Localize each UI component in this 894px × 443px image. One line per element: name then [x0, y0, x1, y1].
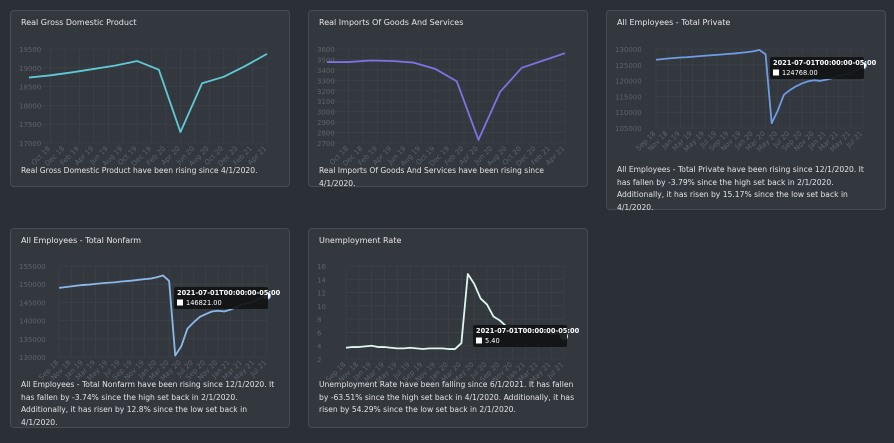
- y-tick-label: 110000: [615, 109, 642, 117]
- card-title: Unemployment Rate: [319, 236, 402, 245]
- y-tick-label: 10: [317, 303, 326, 311]
- card-description: All Employees - Total Nonfarm have been …: [21, 380, 275, 427]
- y-tick-label: 3000: [317, 109, 335, 117]
- y-tick-label: 3300: [317, 77, 335, 85]
- card-description: All Employees - Total Private have been …: [617, 165, 864, 212]
- card-description: Real Imports Of Goods And Services have …: [319, 166, 544, 188]
- y-tick-label: 3500: [317, 56, 335, 64]
- chart-card: Real Imports Of Goods And Services 2700 2…: [308, 10, 588, 188]
- y-tick-label: 19000: [19, 65, 41, 73]
- tooltip-title: 2021-07-01T00:00:00-05:00: [177, 289, 281, 297]
- y-tick-label: 14: [317, 276, 326, 284]
- data-line: [655, 49, 864, 125]
- y-tick-label: 155000: [19, 263, 46, 271]
- tooltip: 2021-07-01T00:00:00-05:00 146821.00: [174, 287, 281, 309]
- y-tick-label: 145000: [19, 299, 46, 307]
- card-title: Real Gross Domestic Product: [21, 18, 137, 27]
- y-tick-label: 140000: [19, 318, 46, 326]
- tooltip-value: 5.40: [485, 337, 500, 345]
- chart-card: All Employees - Total Nonfarm 130000 1350…: [10, 228, 290, 428]
- card-description: Real Gross Domestic Product have been ri…: [21, 166, 258, 175]
- y-tick-label: 120000: [615, 78, 642, 86]
- tooltip-box: [473, 325, 567, 347]
- chart-card: All Employees - Total Private 105000 1100…: [606, 10, 886, 212]
- y-tick-label: 105000: [615, 125, 642, 133]
- chart-card: Real Gross Domestic Product 17000 17500 18…: [10, 10, 290, 187]
- y-tick-label: 3100: [317, 98, 335, 106]
- y-tick-label: 18500: [19, 84, 41, 92]
- chart: 130000135000140000145000150000155000Sep …: [19, 263, 281, 383]
- y-tick-label: 130000: [615, 46, 642, 54]
- data-line: [327, 52, 566, 141]
- tooltip-value: 146821.00: [186, 299, 222, 307]
- chart: 105000110000115000120000125000130000Sep …: [615, 46, 877, 154]
- y-tick-label: 135000: [19, 336, 46, 344]
- y-tick-label: 2700: [317, 140, 335, 148]
- card-description: Unemployment Rate have been falling sinc…: [319, 380, 575, 414]
- y-tick-label: 18000: [19, 102, 41, 110]
- y-tick-label: 17500: [19, 121, 41, 129]
- y-tick-label: 2900: [317, 119, 335, 127]
- tooltip-title: 2021-07-01T00:00:00-05:00: [476, 327, 580, 335]
- card-title: All Employees - Total Nonfarm: [21, 236, 142, 245]
- tooltip-box: [770, 57, 864, 79]
- y-tick-label: 19500: [19, 46, 41, 54]
- y-tick-label: 3400: [317, 67, 335, 75]
- tooltip-swatch: [476, 337, 482, 344]
- y-tick-label: 17000: [19, 140, 41, 148]
- data-line: [28, 53, 268, 133]
- tooltip-swatch: [177, 299, 183, 306]
- y-tick-label: 6: [317, 329, 322, 337]
- y-tick-label: 8: [317, 316, 321, 324]
- y-tick-label: 3600: [317, 46, 335, 54]
- tooltip-box: [174, 287, 268, 309]
- y-tick-label: 125000: [615, 62, 642, 70]
- y-tick-label: 12: [317, 290, 326, 298]
- y-tick-label: 115000: [615, 93, 642, 101]
- tooltip: 2021-07-01T00:00:00-05:00 5.40: [473, 325, 580, 347]
- y-tick-label: 150000: [19, 281, 46, 289]
- y-tick-label: 2800: [317, 130, 335, 138]
- y-tick-label: 3200: [317, 88, 335, 96]
- tooltip-swatch: [773, 69, 779, 76]
- y-tick-label: 130000: [19, 354, 46, 362]
- chart-card: Unemployment Rate 2 4 6 8 10 12 14 16 Sep 18 Nov …: [308, 228, 588, 428]
- chart: 2700 2800 2900 3000 3100 3200 3300 3400 3500 3600…: [317, 46, 566, 166]
- tooltip-title: 2021-07-01T00:00:00-05:00: [773, 59, 877, 67]
- y-tick-label: 4: [317, 343, 322, 351]
- y-tick-label: 2: [317, 356, 321, 364]
- card-title: Real Imports Of Goods And Services: [319, 18, 464, 27]
- tooltip: 2021-07-01T00:00:00-05:00 124768.00: [770, 57, 877, 79]
- tooltip-value: 124768.00: [782, 69, 818, 77]
- card-title: All Employees - Total Private: [617, 18, 731, 27]
- y-tick-label: 16: [317, 263, 326, 271]
